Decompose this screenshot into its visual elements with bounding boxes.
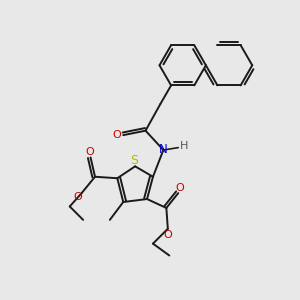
Text: O: O — [112, 130, 121, 140]
Text: O: O — [74, 192, 82, 202]
Text: N: N — [159, 143, 168, 156]
Text: H: H — [179, 141, 188, 151]
Text: S: S — [130, 154, 139, 167]
Text: O: O — [164, 230, 172, 240]
Text: O: O — [85, 147, 94, 157]
Text: O: O — [175, 183, 184, 193]
